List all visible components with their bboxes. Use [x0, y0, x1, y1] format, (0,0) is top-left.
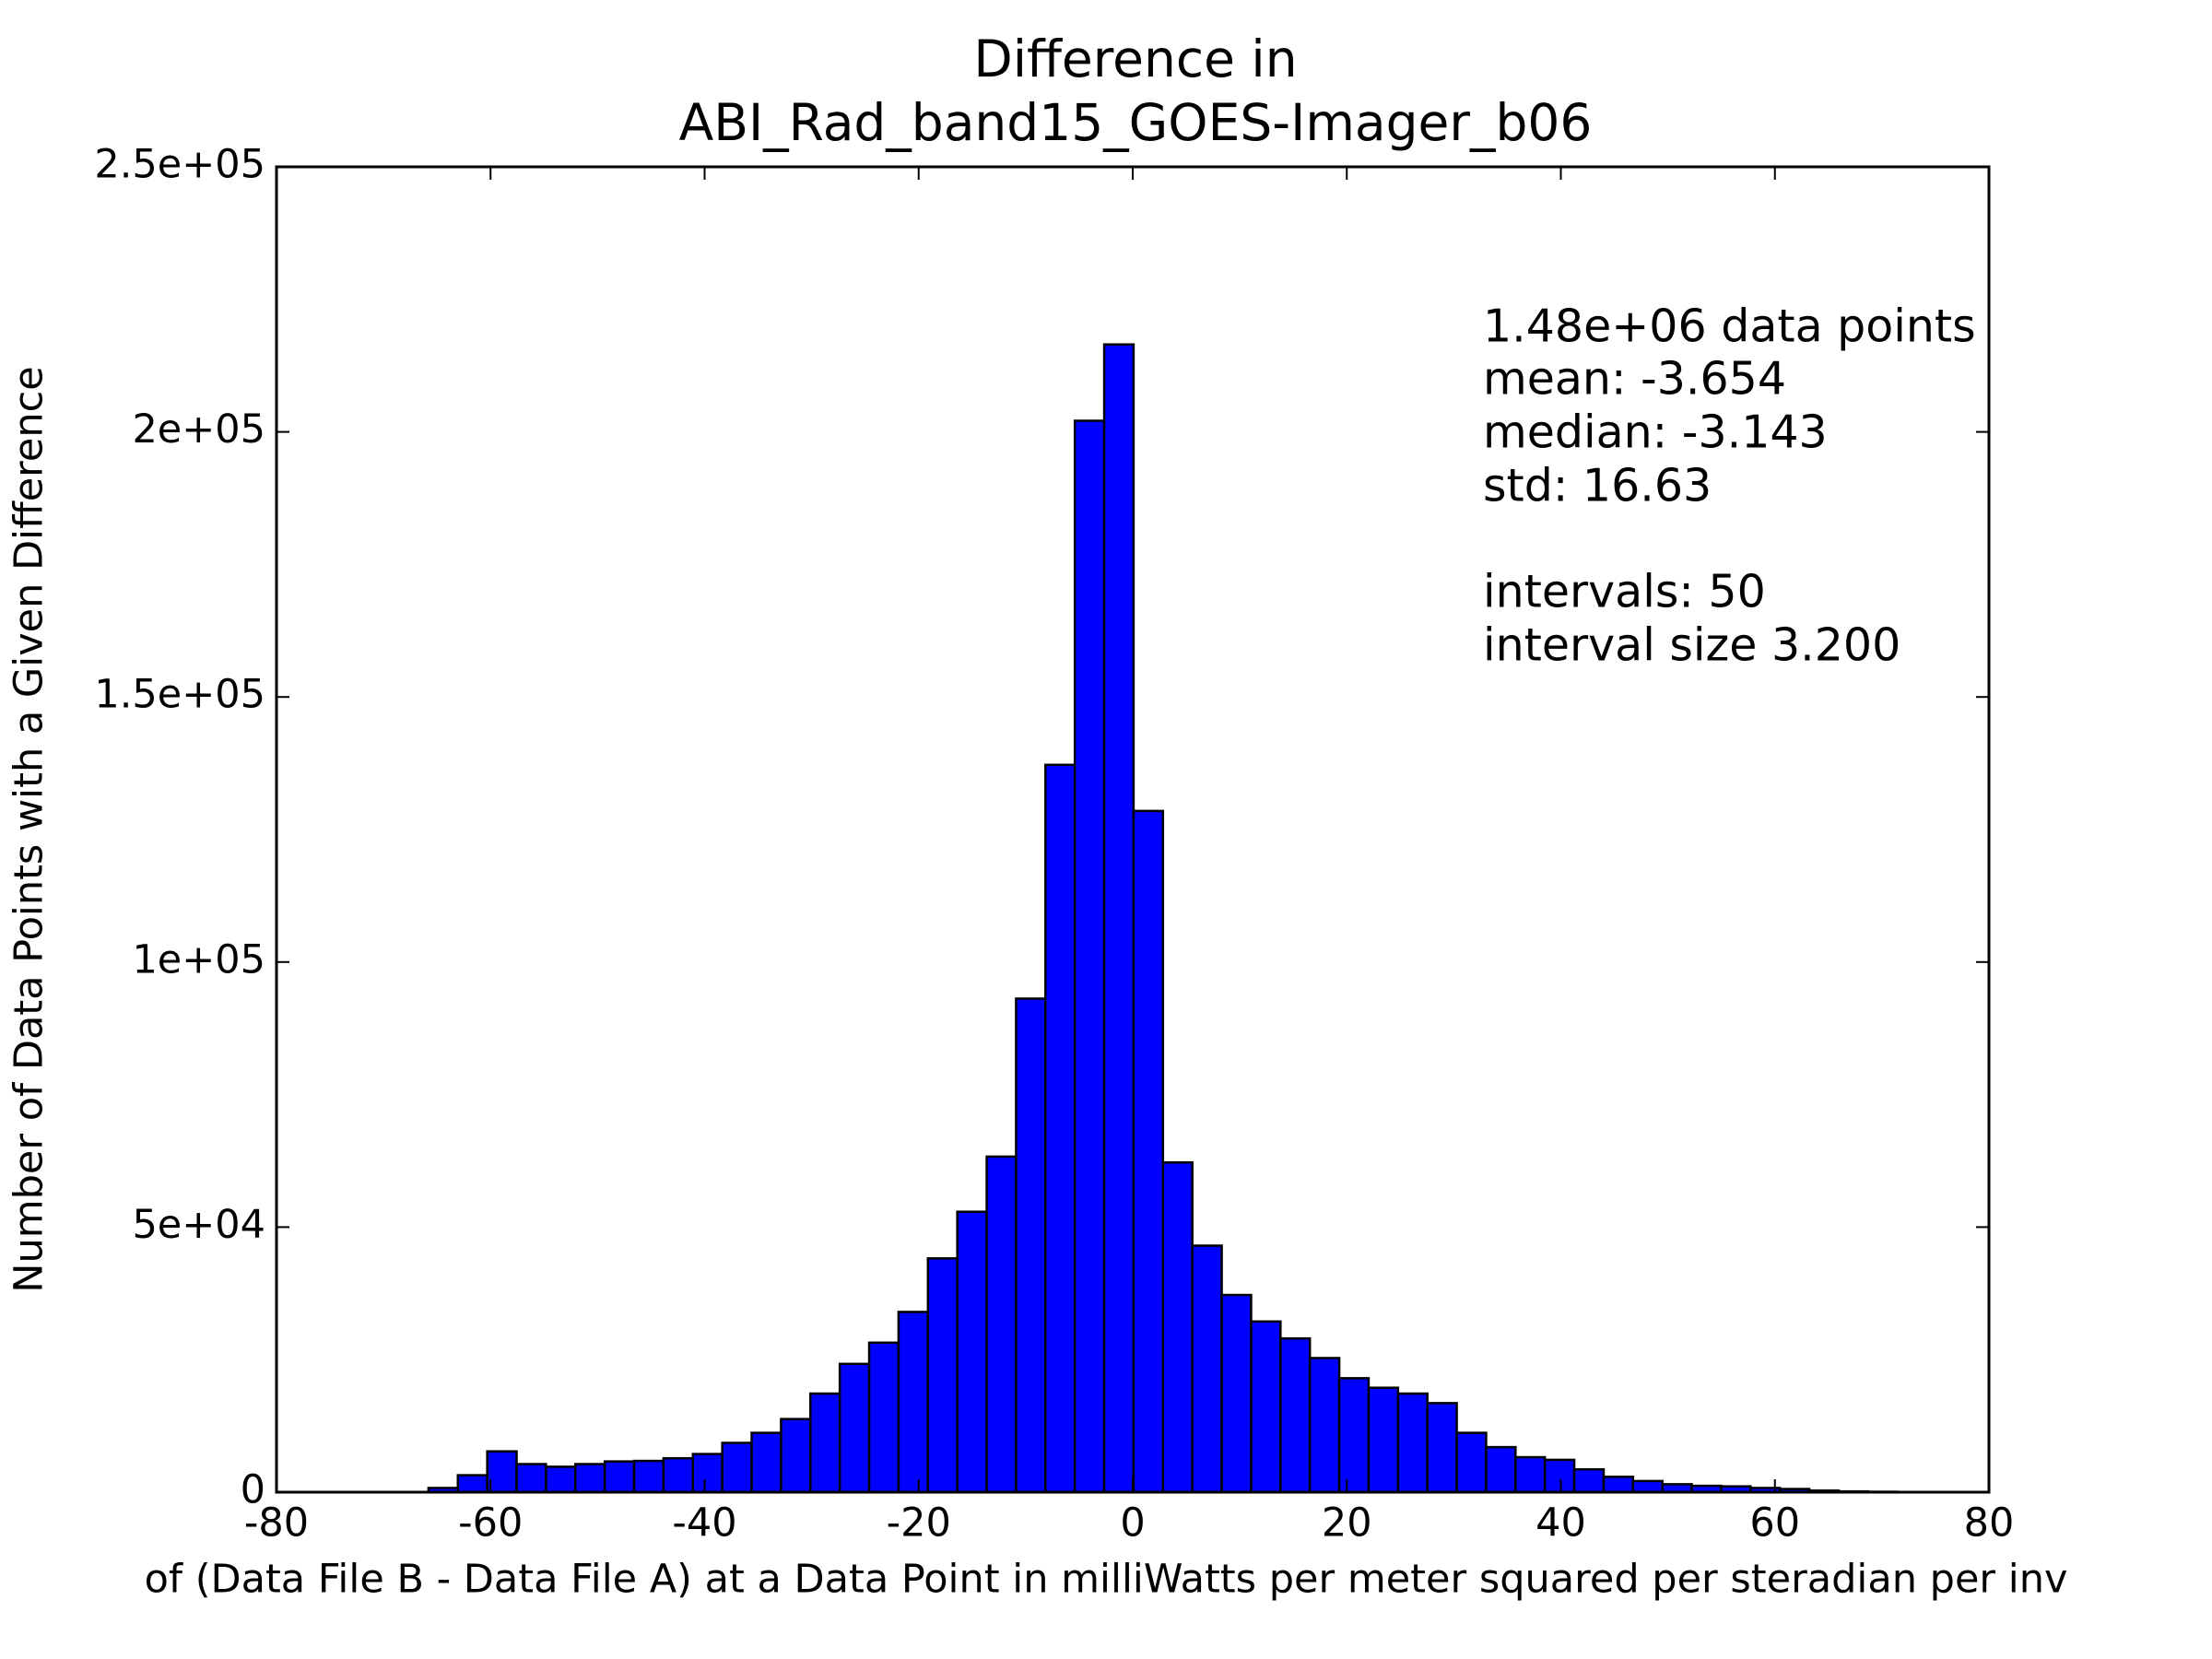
annotation: 1.48e+06 data points — [1483, 300, 1976, 353]
bar — [838, 1362, 871, 1494]
bar — [750, 1431, 782, 1494]
bar — [1132, 809, 1165, 1494]
bar — [545, 1465, 577, 1494]
x-tick-label: -80 — [244, 1500, 309, 1547]
x-tick-label: -60 — [458, 1500, 523, 1547]
y-tick-label: 0 — [241, 1467, 265, 1513]
bar — [515, 1463, 547, 1494]
x-tick-label: 20 — [1322, 1500, 1372, 1547]
bar — [1015, 997, 1047, 1494]
bar — [486, 1450, 518, 1494]
bar — [1073, 419, 1106, 1494]
bar — [1367, 1386, 1400, 1494]
bar — [691, 1453, 724, 1494]
bar — [1337, 1377, 1371, 1494]
x-tick-label: 40 — [1535, 1500, 1586, 1547]
annotation: interval size 3.200 — [1483, 619, 1900, 672]
bar — [1220, 1293, 1253, 1494]
x-tick-label: -40 — [672, 1500, 736, 1547]
chart-title: Difference in — [973, 29, 1297, 88]
bar — [1250, 1320, 1282, 1494]
bar — [1308, 1357, 1341, 1494]
bar — [926, 1257, 959, 1494]
bar — [632, 1459, 665, 1494]
bar — [1485, 1445, 1517, 1494]
x-tick-label: 80 — [1964, 1500, 2015, 1547]
bar — [897, 1311, 930, 1494]
x-tick-label: -20 — [887, 1500, 951, 1547]
bar — [780, 1418, 812, 1494]
x-axis-label: of (Data File B - Data File A) at a Data… — [145, 1557, 2068, 1603]
bar — [603, 1460, 636, 1494]
bar — [1543, 1458, 1576, 1494]
y-tick-label: 5e+04 — [132, 1202, 265, 1248]
y-tick-label: 1.5e+05 — [94, 672, 265, 718]
y-tick-label: 2.5e+05 — [94, 142, 265, 188]
y-tick-label: 2e+05 — [132, 406, 265, 453]
bar — [1191, 1244, 1223, 1494]
bar — [721, 1441, 753, 1494]
bar — [1572, 1468, 1606, 1494]
bar — [1455, 1431, 1488, 1494]
bar — [1161, 1160, 1194, 1494]
bar — [662, 1456, 695, 1494]
y-tick-label: 1e+05 — [132, 936, 265, 982]
bar — [1396, 1392, 1429, 1494]
bar — [1514, 1455, 1547, 1494]
x-tick-label: 0 — [1120, 1500, 1145, 1547]
bar — [456, 1474, 488, 1494]
bar — [1602, 1476, 1635, 1494]
bar — [574, 1463, 606, 1494]
bar — [1044, 763, 1077, 1494]
bar — [956, 1210, 988, 1494]
bar — [1279, 1336, 1312, 1494]
bar — [1426, 1402, 1458, 1494]
y-axis-label: Number of Data Points with a Given Diffe… — [6, 366, 53, 1292]
annotation: mean: -3.654 — [1483, 353, 1786, 406]
annotation: median: -3.143 — [1483, 406, 1828, 459]
bar — [985, 1155, 1018, 1494]
annotation: std: 16.63 — [1483, 460, 1712, 512]
bar — [867, 1341, 900, 1494]
chart-title: ABI_Rad_band15_GOES-Imager_b06 — [679, 93, 1593, 152]
x-tick-label: 60 — [1749, 1500, 1800, 1547]
bar — [1631, 1479, 1664, 1494]
annotation: intervals: 50 — [1483, 566, 1766, 618]
bar — [809, 1392, 841, 1494]
bar — [1102, 343, 1135, 1494]
